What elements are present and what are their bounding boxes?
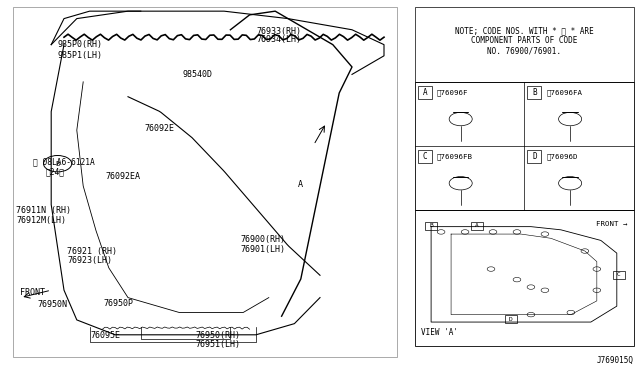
Text: Ⓑ 08LA6-6121A: Ⓑ 08LA6-6121A — [33, 157, 95, 166]
Text: 76950P: 76950P — [104, 299, 134, 308]
Text: 76900(RH): 76900(RH) — [240, 235, 285, 244]
Text: ※76096FB: ※76096FB — [437, 154, 473, 160]
Text: ※76096F: ※76096F — [437, 90, 468, 96]
Bar — [426, 222, 437, 230]
Text: （24）: （24） — [46, 167, 65, 176]
Circle shape — [44, 155, 72, 172]
Text: 98540D: 98540D — [182, 70, 212, 79]
Text: ※76096D: ※76096D — [547, 154, 578, 160]
Text: J769015Q: J769015Q — [596, 356, 634, 365]
Bar — [505, 315, 516, 323]
Text: D: D — [532, 152, 537, 161]
Text: FRONT: FRONT — [20, 288, 45, 296]
Bar — [418, 86, 432, 99]
Bar — [471, 222, 483, 230]
Text: A: A — [298, 180, 303, 189]
Bar — [415, 7, 634, 82]
Bar — [415, 82, 634, 210]
Text: A: A — [422, 88, 428, 97]
Text: 76095E: 76095E — [91, 331, 121, 340]
Text: VIEW 'A': VIEW 'A' — [421, 328, 458, 337]
Text: 76950N: 76950N — [37, 300, 67, 309]
Text: 76092E: 76092E — [144, 124, 174, 133]
Text: 76950(RH): 76950(RH) — [195, 331, 240, 340]
Text: D: D — [509, 317, 513, 322]
Bar — [418, 151, 432, 163]
Text: 76092EA: 76092EA — [106, 172, 141, 181]
Text: ※76096FA: ※76096FA — [547, 90, 582, 96]
Text: FRONT →: FRONT → — [596, 221, 627, 227]
Bar — [13, 7, 397, 357]
Text: B: B — [429, 224, 433, 228]
Bar — [527, 86, 541, 99]
Text: B: B — [56, 161, 60, 167]
Text: C: C — [617, 272, 621, 277]
Text: 76911N (RH): 76911N (RH) — [16, 206, 71, 215]
Text: 76934(LH): 76934(LH) — [256, 35, 301, 44]
Text: 76921 (RH): 76921 (RH) — [67, 247, 117, 256]
Text: 985P1(LH): 985P1(LH) — [58, 51, 102, 60]
Text: 76923(LH): 76923(LH) — [67, 256, 112, 265]
Text: 985P0(RH): 985P0(RH) — [58, 40, 102, 49]
Text: 76912M(LH): 76912M(LH) — [16, 216, 66, 225]
Bar — [527, 151, 541, 163]
Text: 76901(LH): 76901(LH) — [240, 245, 285, 254]
Bar — [415, 210, 634, 346]
Text: 76933(RH): 76933(RH) — [256, 27, 301, 36]
Text: NOTE; CODE NOS. WITH * ※ * ARE
COMPONENT PARTS OF CODE
NO. 76900/76901.: NOTE; CODE NOS. WITH * ※ * ARE COMPONENT… — [455, 26, 593, 56]
Text: 76951(LH): 76951(LH) — [195, 340, 240, 349]
Text: C: C — [422, 152, 428, 161]
Text: B: B — [532, 88, 537, 97]
Text: A: A — [475, 224, 479, 228]
Bar — [613, 271, 625, 279]
